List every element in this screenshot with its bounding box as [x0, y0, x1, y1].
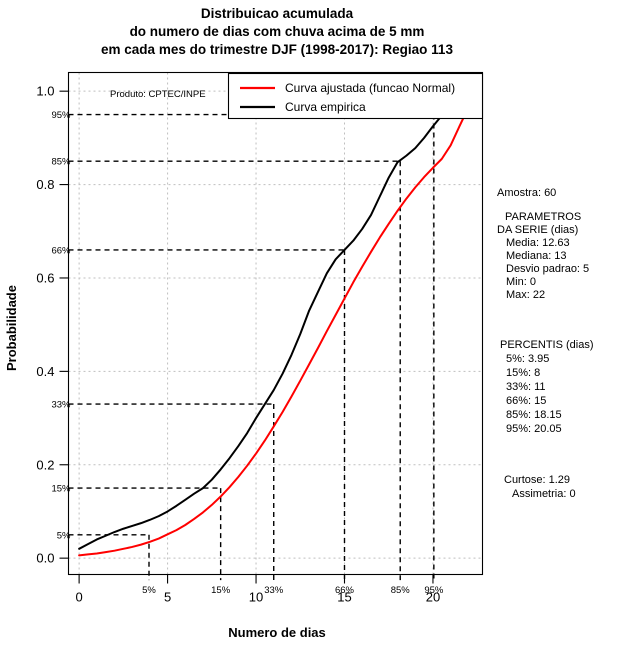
x-tick-label: 5 — [164, 590, 171, 605]
axis-ticks: 0 5 10 15 20 0.0 0.2 0.4 0.6 0.8 1.0 — [36, 84, 440, 605]
percentil-95: 95%: 20.05 — [506, 423, 562, 435]
y-axis-label: Probabilidade — [4, 285, 19, 371]
percentile-ylabel-85pct: 85% — [51, 157, 71, 168]
stat-media: Media: 12.63 — [506, 237, 570, 249]
data-curves — [78, 94, 470, 557]
percentile-labels: 5% 5% 15% 15% 33% 33% 66% 66% 85% 85% 95% 95% — [51, 110, 443, 596]
y-tick-label: 0.4 — [36, 364, 54, 379]
y-tick-label: 0.8 — [36, 177, 54, 192]
percentil-66: 66%: 15 — [506, 395, 546, 407]
stat-assimetria: Assimetria: 0 — [512, 488, 576, 500]
chart-title-line3: em cada mes do trimestre DJF (1998-2017)… — [101, 42, 453, 57]
legend-box — [227, 72, 484, 120]
percentil-5: 5%: 3.95 — [506, 353, 549, 365]
statistics-sidebar: Amostra: 60 PARAMETROS DA SERIE (dias) M… — [497, 187, 594, 500]
percentile-xlabel-85pct: 85% — [391, 585, 411, 596]
chart-title-line2: do numero de dias com chuva acima de 5 m… — [130, 24, 425, 39]
curve-fitted-normal — [78, 106, 470, 557]
x-axis-label: Numero de dias — [228, 625, 326, 640]
percentile-xlabel-33pct: 33% — [264, 585, 284, 596]
plot-frame — [67, 71, 484, 576]
percentile-xlabel-66pct: 66% — [335, 585, 355, 596]
x-tick-label: 20 — [426, 590, 440, 605]
legend-label-empirical: Curva empirica — [285, 100, 366, 114]
sample-size-text: Amostra: 60 — [497, 187, 556, 199]
percentil-33: 33%: 11 — [506, 381, 546, 393]
stat-min: Min: 0 — [506, 276, 536, 288]
legend: Curva ajustada (funcao Normal) Curva emp… — [227, 72, 484, 120]
stat-desvio-padrao: Desvio padrao: 5 — [506, 263, 589, 275]
stat-mediana: Mediana: 13 — [506, 250, 567, 262]
percentile-ylabel-5pct: 5% — [57, 530, 71, 541]
produto-note: Produto: CPTEC/INPE — [110, 89, 206, 100]
percentile-ylabel-66pct: 66% — [51, 245, 71, 256]
chart-title-line1: Distribuicao acumulada — [201, 6, 354, 21]
curve-empirical — [78, 94, 470, 550]
percentis-header: PERCENTIS (dias) — [500, 339, 594, 351]
percentil-85: 85%: 18.15 — [506, 409, 562, 421]
percentile-ylabel-15pct: 15% — [51, 484, 71, 495]
parameters-header-line2: DA SERIE (dias) — [497, 224, 578, 236]
percentile-ylabel-33pct: 33% — [51, 400, 71, 411]
legend-label-fitted: Curva ajustada (funcao Normal) — [285, 81, 455, 95]
percentile-ylabel-95pct: 95% — [51, 110, 71, 121]
percentile-xlabel-5pct: 5% — [142, 585, 156, 596]
y-tick-label: 0.6 — [36, 270, 54, 285]
y-tick-label: 0.0 — [36, 551, 54, 566]
percentile-xlabel-15pct: 15% — [211, 585, 231, 596]
stat-curtose: Curtose: 1.29 — [504, 474, 570, 486]
parameters-header-line1: PARAMETROS — [505, 211, 581, 223]
y-tick-label: 1.0 — [36, 84, 54, 99]
percentile-xlabel-95pct: 95% — [424, 585, 444, 596]
x-tick-label: 15 — [337, 590, 351, 605]
x-tick-label: 0 — [75, 590, 82, 605]
percentile-guide-lines — [68, 113, 435, 581]
x-tick-label: 10 — [249, 590, 263, 605]
stat-max: Max: 22 — [506, 289, 545, 301]
y-tick-label: 0.2 — [36, 457, 54, 472]
percentil-15: 15%: 8 — [506, 367, 540, 379]
